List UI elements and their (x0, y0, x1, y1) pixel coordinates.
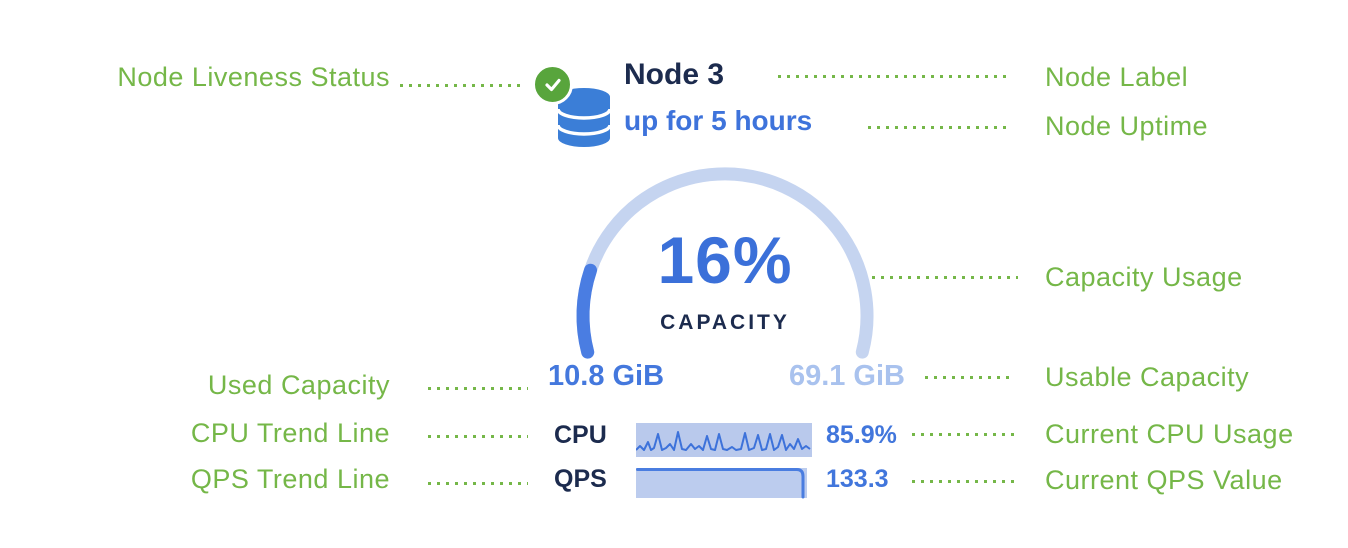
annotation-node-liveness-status: Node Liveness Status (117, 62, 390, 92)
capacity-gauge (576, 167, 874, 359)
current-cpu-usage-value: 85.9% (826, 421, 897, 449)
connector-qps-trend (428, 482, 528, 485)
annotation-used-capacity: Used Capacity (207, 370, 390, 400)
connector-current-cpu (912, 433, 1018, 436)
connector-used-capacity (428, 387, 528, 390)
annotation-current-cpu-usage: Current CPU Usage (1045, 419, 1294, 449)
capacity-usage-percent: 16% (657, 223, 793, 297)
connector-capacity-usage (872, 276, 1018, 279)
annotation-current-qps-value: Current QPS Value (1045, 465, 1283, 495)
annotation-capacity-usage: Capacity Usage (1045, 262, 1243, 292)
cpu-sparkline-path (636, 431, 811, 451)
connector-current-qps (912, 480, 1018, 483)
usable-capacity-value: 69.1 GiB (788, 360, 905, 392)
annotation-qps-trend-line: QPS Trend Line (190, 464, 390, 494)
connector-node-label (778, 75, 1010, 78)
cpu-trend-sparkline (636, 423, 812, 457)
node-liveness-check-icon (532, 64, 573, 105)
connector-node-liveness (400, 84, 522, 87)
annotation-node-uptime: Node Uptime (1045, 111, 1209, 141)
qps-label: QPS (554, 465, 607, 493)
capacity-caption: CAPACITY (660, 311, 790, 334)
annotation-usable-capacity: Usable Capacity (1045, 362, 1250, 392)
database-icon (556, 88, 612, 147)
used-capacity-value: 10.8 GiB (548, 360, 665, 392)
node-uptime: up for 5 hours (624, 105, 813, 136)
qps-area-line (636, 468, 805, 499)
cpu-label: CPU (554, 421, 607, 449)
connector-cpu-trend (428, 435, 528, 438)
annotation-node-label: Node Label (1045, 62, 1189, 92)
connector-node-uptime (868, 126, 1010, 129)
qps-trend-chart (636, 468, 807, 499)
current-qps-value: 133.3 (826, 465, 889, 493)
node-label: Node 3 (624, 58, 725, 91)
connector-usable-capacity (925, 376, 1015, 379)
gauge-fill-arc (576, 167, 874, 359)
annotation-cpu-trend-line: CPU Trend Line (190, 418, 390, 448)
